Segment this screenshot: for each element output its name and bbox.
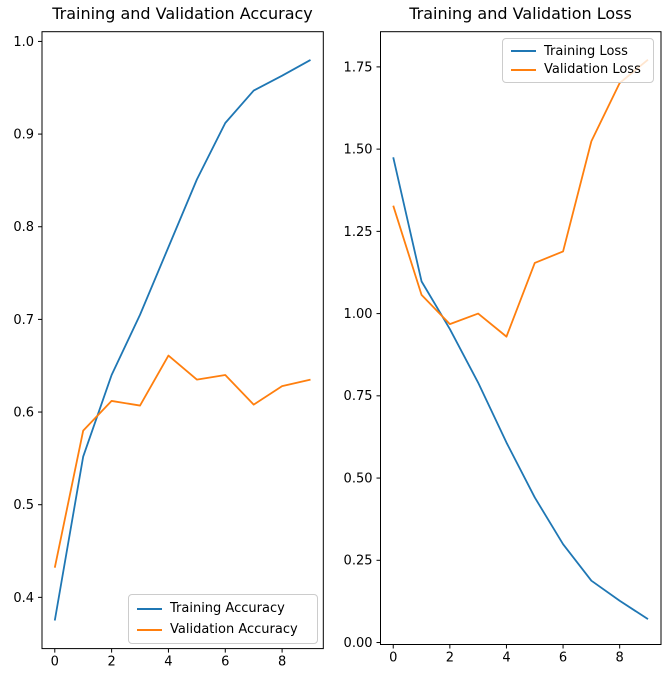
line-swatch-validation-accuracy-icon bbox=[137, 628, 162, 631]
x-tick-label: 8 bbox=[278, 654, 286, 669]
series-line-validation-accuracy bbox=[53, 354, 311, 568]
y-tick-label: 0.7 bbox=[13, 313, 34, 328]
y-tick-label: 1.25 bbox=[344, 225, 373, 240]
axes-frame bbox=[41, 31, 324, 650]
y-tick-label: 0.75 bbox=[344, 389, 373, 404]
axes-frame bbox=[380, 31, 662, 645]
x-tick-label: 6 bbox=[221, 654, 229, 669]
y-tick-label: 0.9 bbox=[13, 128, 34, 143]
series-line-validation-loss bbox=[392, 58, 649, 338]
series-line-training-loss bbox=[392, 157, 649, 620]
legend-label-training-loss: Training Loss bbox=[544, 43, 628, 59]
x-tick-label: 0 bbox=[51, 654, 59, 669]
y-tick-label: 0.25 bbox=[344, 554, 373, 569]
x-tick-label: 4 bbox=[164, 654, 172, 669]
y-tick-label: 1.50 bbox=[344, 143, 373, 158]
series-line-training-accuracy bbox=[53, 59, 311, 621]
y-tick-label: 0.00 bbox=[344, 636, 373, 651]
line-swatch-validation-loss-icon bbox=[511, 68, 536, 71]
y-tick-label: 1.0 bbox=[13, 35, 34, 50]
y-tick-label: 0.5 bbox=[13, 498, 34, 513]
legend-label-training-accuracy: Training Accuracy bbox=[170, 601, 285, 616]
legend-label-validation-accuracy: Validation Accuracy bbox=[170, 622, 298, 637]
x-tick-label: 0 bbox=[389, 650, 397, 665]
chart-title-accuracy: Training and Validation Accuracy bbox=[52, 4, 313, 23]
x-tick-label: 6 bbox=[559, 650, 567, 665]
legend-loss: Training Loss Validation Loss bbox=[502, 38, 654, 83]
y-tick-label: 0.4 bbox=[13, 591, 34, 606]
legend-item-training-loss: Training Loss bbox=[511, 42, 645, 61]
x-tick-label: 2 bbox=[446, 650, 454, 665]
line-swatch-training-loss-icon bbox=[511, 50, 536, 53]
x-tick-label: 8 bbox=[616, 650, 624, 665]
legend-accuracy: Training Accuracy Validation Accuracy bbox=[128, 594, 318, 644]
y-tick-label: 0.8 bbox=[13, 220, 34, 235]
y-tick-label: 0.6 bbox=[13, 405, 34, 420]
legend-label-validation-loss: Validation Loss bbox=[544, 62, 641, 78]
line-swatch-training-accuracy-icon bbox=[137, 607, 162, 610]
y-tick-label: 1.75 bbox=[344, 60, 373, 75]
legend-item-validation-loss: Validation Loss bbox=[511, 61, 645, 80]
legend-item-validation-accuracy: Validation Accuracy bbox=[137, 619, 309, 640]
y-tick-label: 0.50 bbox=[344, 471, 373, 486]
legend-item-training-accuracy: Training Accuracy bbox=[137, 598, 309, 619]
x-tick-label: 2 bbox=[107, 654, 115, 669]
x-tick-label: 4 bbox=[502, 650, 510, 665]
y-tick-label: 1.00 bbox=[344, 307, 373, 322]
chart-title-loss: Training and Validation Loss bbox=[409, 4, 632, 23]
